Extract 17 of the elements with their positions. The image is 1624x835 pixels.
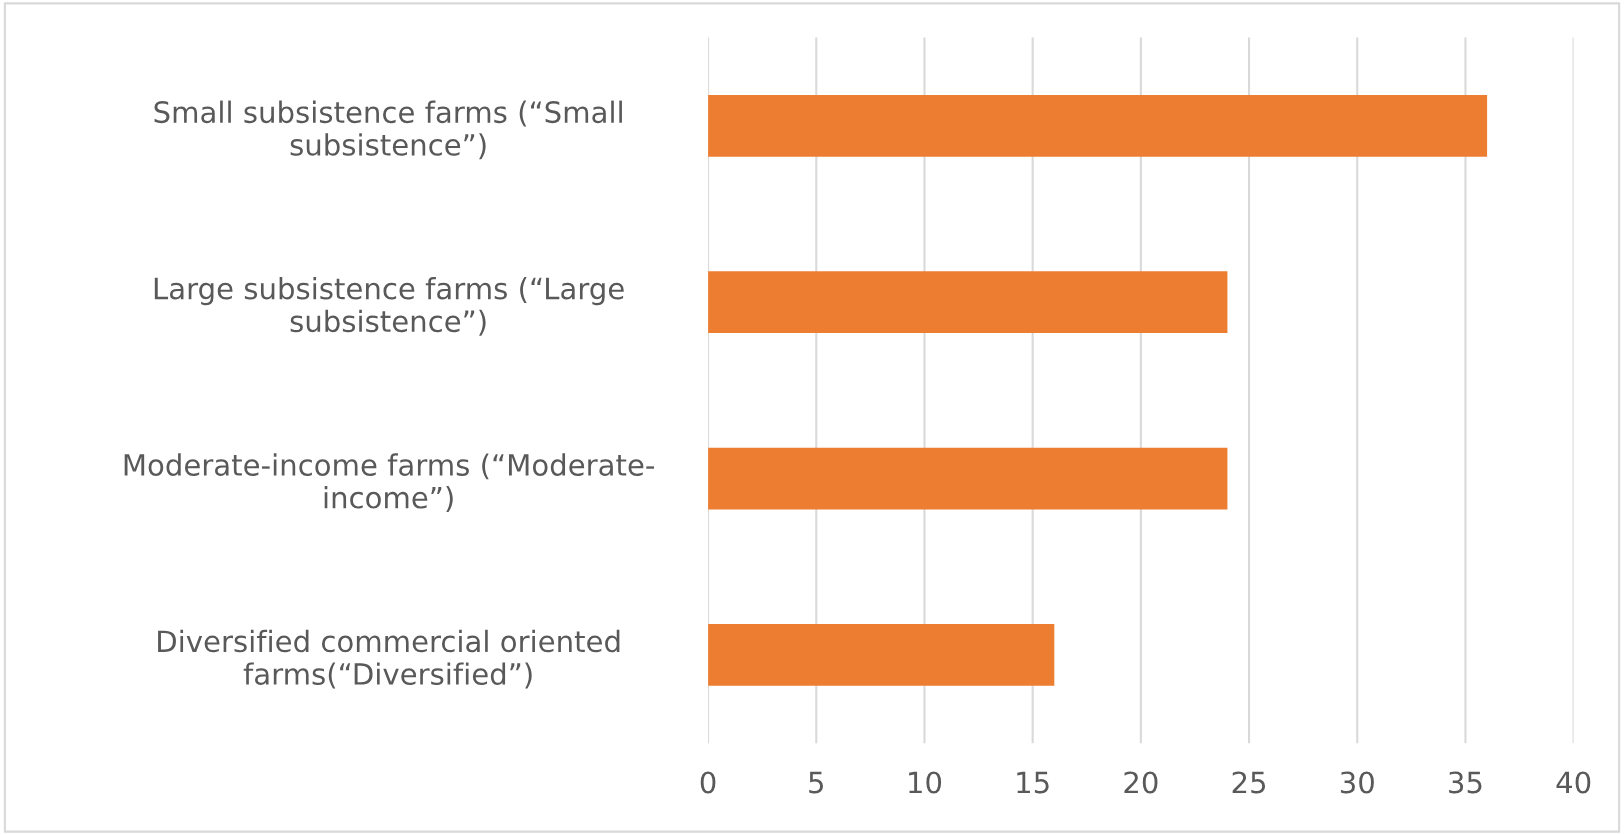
- y-tick-label: Large subsistence farms (“Large subsistence”): [154, 276, 624, 336]
- x-tick-label: 5: [809, 771, 823, 794]
- x-tick-label: 35: [1449, 771, 1482, 794]
- x-tick-label: 15: [1017, 771, 1049, 794]
- y-tick-label: Diversified commercial oriented farms(“Diversified”): [158, 629, 620, 689]
- y-tick-label: Moderate-income farms (“Moderate- income”): [124, 453, 654, 513]
- x-tick-label: 25: [1232, 771, 1266, 794]
- x-tick-label: 30: [1340, 771, 1374, 794]
- bar: [708, 94, 1488, 157]
- bar: [708, 447, 1228, 510]
- x-tick-label: 20: [1124, 771, 1158, 794]
- x-tick-label: 40: [1556, 771, 1591, 794]
- bar: [708, 624, 1055, 686]
- x-tick-label: 0: [700, 771, 716, 794]
- x-tick-label: 10: [909, 771, 942, 794]
- y-tick-label: Small subsistence farms (“Small subsistence”): [154, 100, 622, 160]
- bar: [708, 271, 1228, 334]
